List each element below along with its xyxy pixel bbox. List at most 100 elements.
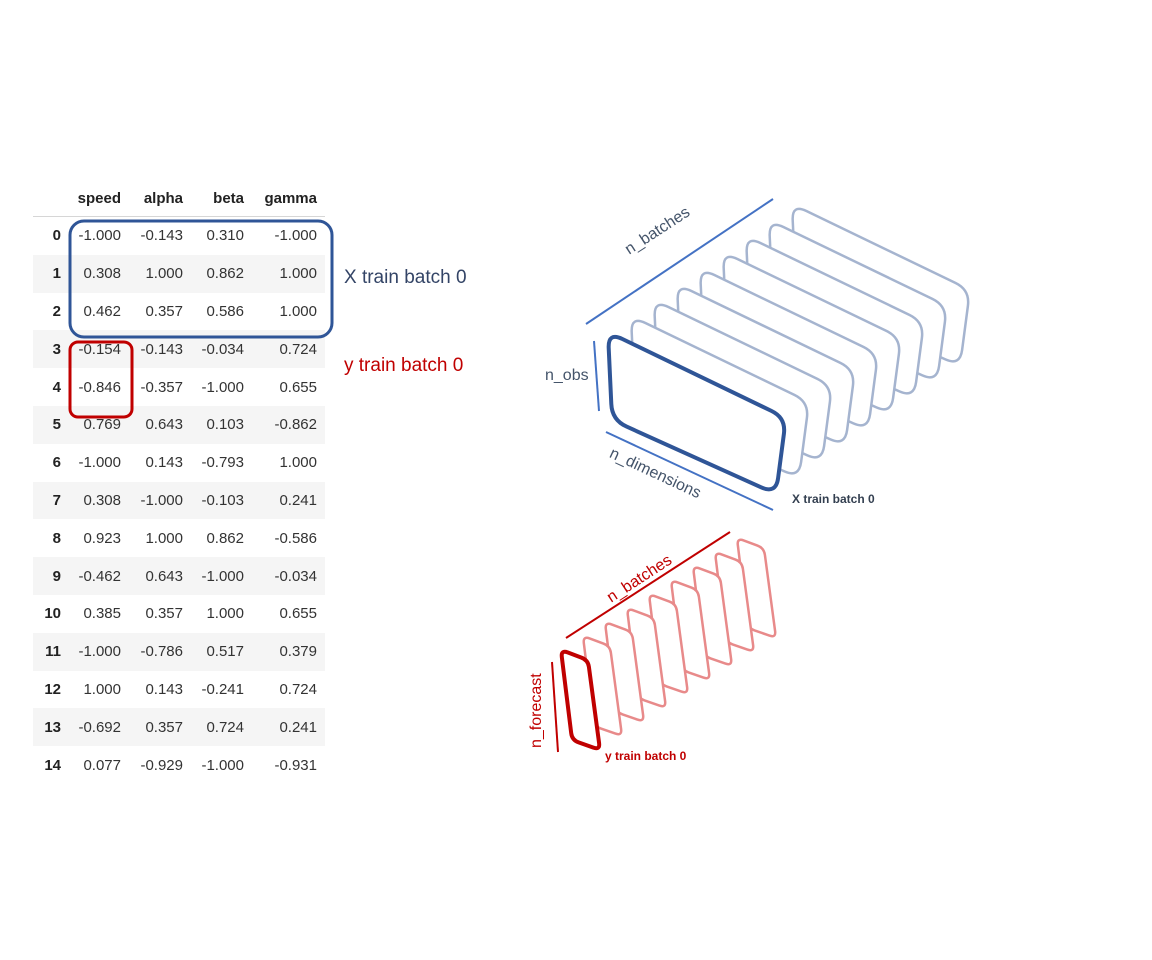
table-cell: 0.655 — [279, 605, 317, 623]
table-row: 11 -1.000 -0.786 0.517 0.379 — [33, 632, 325, 671]
x-train-batch-label: X train batch 0 — [344, 267, 467, 288]
x-diagram-caption: X train batch 0 — [792, 492, 875, 506]
x-batch-frame — [791, 207, 970, 363]
table-body: 0 -1.000 -0.143 0.310 -1.000 1 0.308 1.000 0.862… — [33, 217, 325, 784]
table-cell: 0.643 — [145, 416, 183, 434]
table-cell: 0.143 — [145, 680, 183, 698]
table-cell: 0.462 — [83, 302, 121, 320]
row-index: 3 — [52, 340, 61, 358]
table-cell: 0.308 — [83, 265, 121, 283]
table-row: 4 -0.846 -0.357 -1.000 0.655 — [33, 368, 325, 406]
y-batch-frame — [692, 566, 733, 666]
table-cell: 0.724 — [279, 680, 317, 698]
table-row: 7 0.308 -1.000 -0.103 0.241 — [33, 481, 325, 520]
index-header — [33, 180, 69, 217]
table-cell: -0.931 — [274, 756, 317, 774]
table-cell: -0.143 — [140, 227, 183, 245]
table-cell: -1.000 — [274, 227, 317, 245]
x-batch-frame — [630, 319, 809, 475]
table-row: 8 0.923 1.000 0.862 -0.586 — [33, 519, 325, 557]
table-cell: 0.385 — [83, 605, 121, 623]
x-batch-frame — [722, 255, 901, 411]
x-batch-frame — [745, 239, 924, 395]
table-cell: 1.000 — [279, 265, 317, 283]
x-batch-stack — [606, 207, 970, 492]
table-cell: -0.862 — [274, 416, 317, 434]
table-cell: 0.143 — [145, 454, 183, 472]
table-cell: -0.462 — [78, 567, 121, 585]
table-cell: -0.786 — [140, 643, 183, 661]
table-row: 10 0.385 0.357 1.000 0.655 — [33, 595, 325, 633]
table-cell: -0.034 — [201, 340, 244, 358]
y-n-batches-axis-line — [565, 531, 731, 639]
table-cell: -0.793 — [201, 454, 244, 472]
y-diagram-caption: y train batch 0 — [605, 749, 687, 763]
table-cell: 0.241 — [279, 718, 317, 736]
row-index: 14 — [44, 756, 61, 774]
table-cell: 0.103 — [206, 416, 244, 434]
column-header: gamma — [252, 180, 325, 217]
table-row: 5 0.769 0.643 0.103 -0.862 — [33, 405, 325, 444]
dataframe-table: speed alpha beta gamma 0 -1.000 -0.143 0.31… — [33, 180, 325, 784]
n-forecast-axis-line — [551, 661, 559, 753]
table-cell: 0.724 — [206, 718, 244, 736]
table-cell: -0.929 — [140, 756, 183, 774]
table-cell: -1.000 — [78, 643, 121, 661]
table-cell: 0.724 — [279, 340, 317, 358]
y-batch-frame — [626, 608, 667, 708]
y-batch-frame — [736, 538, 777, 638]
table-cell: 0.357 — [145, 302, 183, 320]
table-row: 1 0.308 1.000 0.862 1.000 — [33, 254, 325, 293]
table-row: 3 -0.154 -0.143 -0.034 0.724 — [33, 330, 325, 369]
y-n-batches-label: n_batches — [604, 551, 676, 607]
row-index: 0 — [52, 227, 61, 245]
table-cell: 1.000 — [145, 529, 183, 547]
row-index: 2 — [52, 302, 61, 320]
y-train-batch-label: y train batch 0 — [344, 355, 464, 376]
table-row: 6 -1.000 0.143 -0.793 1.000 — [33, 444, 325, 482]
column-header: speed — [69, 180, 129, 217]
table-cell: -0.103 — [201, 491, 244, 509]
table-cell: 0.517 — [206, 643, 244, 661]
column-header: alpha — [129, 180, 191, 217]
row-index: 6 — [52, 454, 61, 472]
n-forecast-label: n_forecast — [528, 673, 545, 748]
table-cell: 1.000 — [206, 605, 244, 623]
table-cell: 1.000 — [145, 265, 183, 283]
table-cell: -1.000 — [201, 756, 244, 774]
y-batch-frame — [582, 636, 623, 736]
table-row: 13 -0.692 0.357 0.724 0.241 — [33, 708, 325, 747]
table-row: 9 -0.462 0.643 -1.000 -0.034 — [33, 557, 325, 595]
table-cell: 0.586 — [206, 302, 244, 320]
table-cell: -1.000 — [78, 227, 121, 245]
table-header-row: speed alpha beta gamma — [33, 180, 325, 217]
x-batch-frame — [653, 303, 832, 459]
table-cell: 1.000 — [83, 680, 121, 698]
table-cell: 0.923 — [83, 529, 121, 547]
row-index: 1 — [52, 265, 61, 283]
table-cell: -1.000 — [201, 378, 244, 396]
table-cell: 0.643 — [145, 567, 183, 585]
x-batch-frame — [768, 223, 947, 379]
table-row: 12 1.000 0.143 -0.241 0.724 — [33, 671, 325, 709]
y-batch-frame — [648, 594, 689, 694]
dataframe-table-container: speed alpha beta gamma 0 -1.000 -0.143 0.31… — [33, 180, 325, 784]
table-cell: 0.655 — [279, 378, 317, 396]
table-cell: 1.000 — [279, 454, 317, 472]
row-index: 4 — [52, 378, 61, 396]
table-cell: 1.000 — [279, 302, 317, 320]
y-batch-front-frame — [559, 649, 602, 751]
y-batch-frame — [714, 552, 755, 652]
table-cell: 0.862 — [206, 529, 244, 547]
row-index: 10 — [44, 605, 61, 623]
row-index: 11 — [45, 643, 61, 661]
table-cell: 0.862 — [206, 265, 244, 283]
table-cell: 0.379 — [279, 643, 317, 661]
table-cell: -0.846 — [78, 378, 121, 396]
x-n-batches-label: n_batches — [622, 203, 694, 259]
table-cell: -1.000 — [201, 567, 244, 585]
table-cell: -0.034 — [274, 567, 317, 585]
table-cell: 0.077 — [83, 756, 121, 774]
table-cell: -1.000 — [140, 491, 183, 509]
table-cell: 0.310 — [206, 227, 244, 245]
